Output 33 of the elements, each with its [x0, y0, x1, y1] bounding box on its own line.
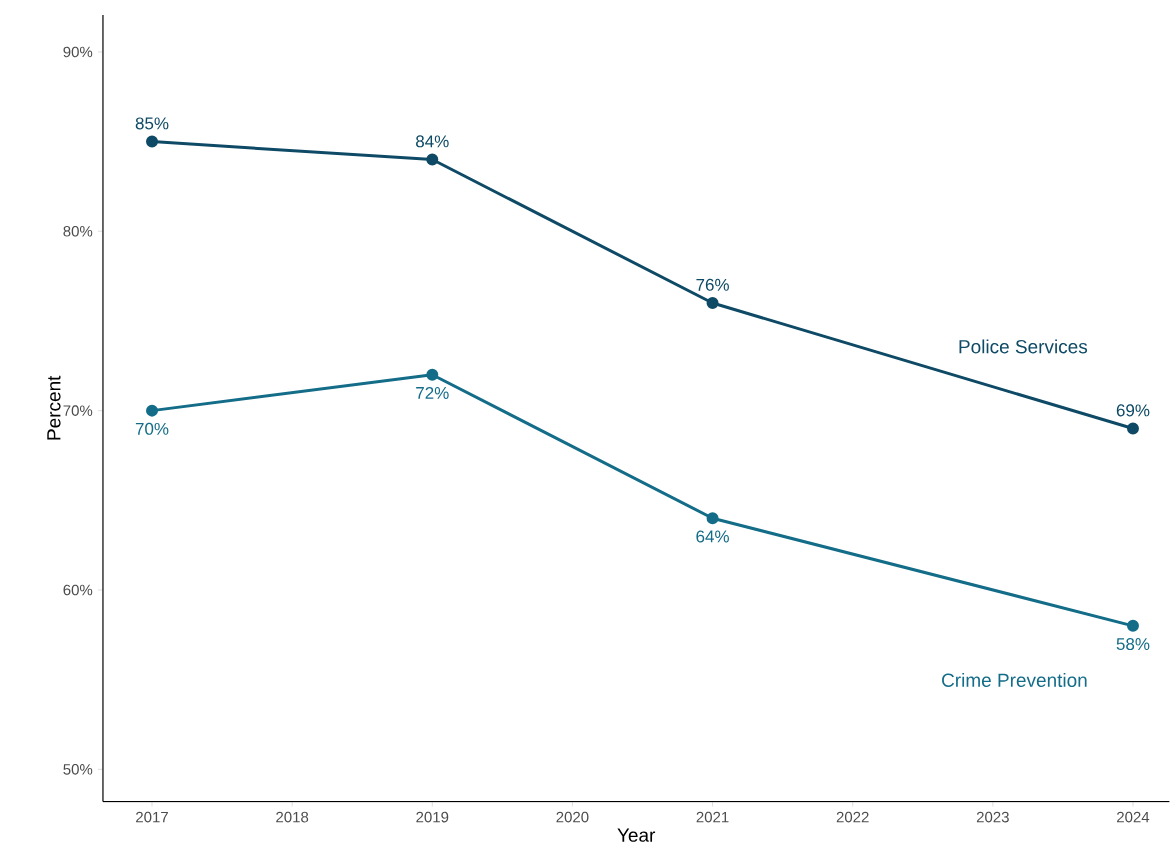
point	[426, 368, 439, 381]
data-label: 64%	[696, 530, 729, 543]
y-axis-title: Percent	[47, 375, 61, 440]
x-tick-label: 2023	[976, 812, 1009, 823]
y-tick-label: 60%	[63, 584, 93, 596]
x-tick-label: 2019	[416, 812, 449, 823]
x-tick-label: 2017	[136, 812, 168, 823]
point	[146, 135, 159, 148]
data-label: 84%	[416, 135, 449, 148]
x-tick-label: 2018	[276, 812, 309, 823]
y-tick-label: 90%	[63, 46, 93, 58]
x-tick-label: 2022	[836, 812, 869, 823]
data-label: 72%	[416, 387, 449, 400]
data-label: 69%	[1116, 404, 1150, 417]
data-label: 58%	[1116, 638, 1150, 651]
point	[706, 512, 719, 525]
x-tick-label: 2024	[1117, 812, 1150, 823]
point	[146, 404, 159, 417]
data-label: 76%	[696, 278, 729, 292]
y-tick-label: 50%	[63, 764, 93, 775]
point	[1126, 422, 1139, 435]
data-label: 85%	[135, 117, 169, 130]
point	[1126, 620, 1139, 633]
y-tick-label: 70%	[63, 405, 93, 417]
point	[706, 297, 719, 310]
x-tick-label: 2021	[696, 812, 729, 823]
series-label: Police Services	[959, 339, 1088, 354]
x-axis-title: Year	[617, 828, 656, 843]
y-tick-label: 80%	[63, 226, 93, 237]
point	[426, 153, 439, 166]
text: Crime Prevention	[942, 673, 1087, 688]
data-label: 70%	[135, 423, 169, 436]
x-tick-label: 2020	[556, 812, 589, 823]
